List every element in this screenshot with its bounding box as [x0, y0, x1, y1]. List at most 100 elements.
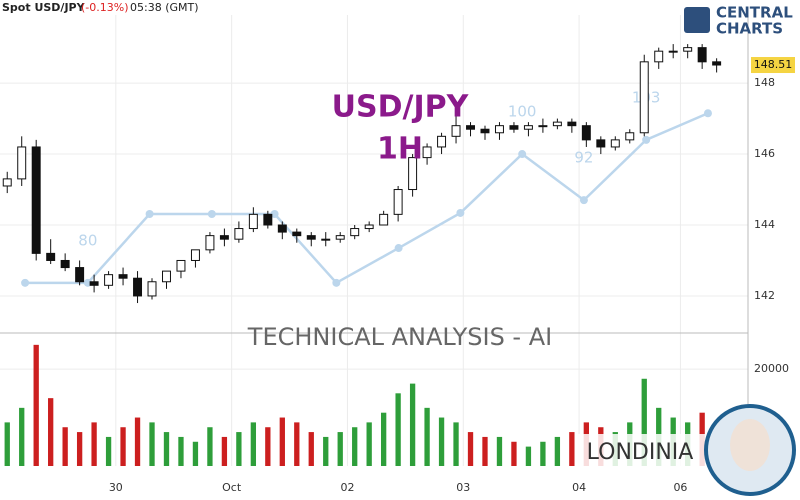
y-tick-label: 146	[754, 147, 775, 160]
watermark: USD/JPY	[332, 90, 470, 125]
candle-body	[712, 61, 722, 66]
last-price-box	[751, 57, 795, 74]
volume-bar	[265, 427, 271, 466]
partner-bg	[578, 434, 708, 470]
time: 05:38 (GMT)	[130, 1, 199, 14]
candle-body	[523, 125, 533, 130]
volume-bar	[149, 422, 155, 466]
candle-body	[379, 213, 389, 226]
candle-body	[480, 128, 490, 134]
volume-bar	[192, 441, 199, 466]
candle-body	[567, 121, 577, 127]
overlay-point	[518, 150, 527, 159]
candle-body	[176, 259, 186, 272]
volume-bar	[323, 436, 329, 466]
candle-body	[31, 146, 41, 254]
volume-bar	[250, 422, 257, 466]
change: (-0.13%)	[81, 1, 129, 14]
candle-body	[263, 213, 273, 226]
candle-body	[581, 125, 591, 141]
volume-bar	[641, 378, 647, 466]
last-price-label: 148.51	[754, 58, 793, 71]
partner-name: LONDINIA	[587, 440, 694, 465]
x-tick-label: 30	[109, 481, 123, 494]
candle-body	[697, 47, 707, 63]
candle-body	[2, 178, 12, 187]
volume-bar	[380, 412, 387, 466]
candle-body	[75, 267, 85, 283]
candle-body	[133, 277, 143, 297]
overlay-label: 80	[78, 231, 97, 249]
candle-body	[60, 259, 70, 269]
volume-bar	[525, 446, 532, 466]
candle-body	[46, 252, 56, 261]
banner: TECHNICAL ANALYSIS - AI	[247, 323, 552, 351]
candles	[2, 44, 722, 304]
volume-bar	[337, 432, 343, 466]
candle-body	[190, 249, 200, 261]
candle-body	[639, 61, 649, 134]
volume-bar	[221, 436, 228, 466]
partner-logo: LONDINIA	[578, 404, 796, 496]
volume-bar	[569, 432, 575, 466]
volume-bar	[467, 432, 474, 466]
volume-bar	[120, 427, 126, 466]
candle-body	[408, 157, 418, 191]
overlay-point	[394, 244, 403, 253]
candle-body	[17, 146, 27, 180]
candle-body	[437, 135, 447, 148]
volume-bar	[424, 407, 430, 466]
candle-body	[147, 281, 157, 297]
candle-body	[683, 47, 693, 52]
volume-bar	[482, 436, 488, 466]
overlay-point	[332, 278, 341, 287]
candle-body	[538, 125, 548, 128]
candle-body	[494, 125, 504, 134]
volume-tick-label: 20000	[754, 362, 789, 375]
candle-body	[364, 224, 374, 230]
candle-body	[466, 125, 475, 130]
volume-bar	[19, 407, 25, 466]
candle-body	[89, 281, 99, 286]
candle-body	[248, 213, 258, 230]
chart-title: Spot USD/JPY	[2, 1, 86, 14]
candle-body	[104, 274, 114, 286]
x-tick-label: 06	[673, 481, 687, 494]
overlay-point	[642, 135, 651, 144]
timeframe: 1H	[377, 132, 423, 167]
overlay-point	[579, 196, 588, 205]
candle-body	[321, 238, 331, 241]
candle-body	[509, 125, 519, 130]
volume-bar	[308, 432, 314, 466]
volume-bar	[395, 393, 401, 466]
overlay-point	[270, 210, 279, 219]
overlay-point	[145, 210, 154, 219]
volume-bar	[62, 427, 68, 466]
volume-bar	[279, 417, 285, 466]
overlay-point	[456, 208, 465, 217]
y-tick-label: 144	[754, 218, 775, 231]
x-tick-label: 03	[456, 481, 470, 494]
candle-body	[234, 228, 244, 240]
volume-bar	[48, 398, 54, 466]
volume-bar	[178, 436, 184, 466]
volume-bar	[163, 432, 170, 466]
candle-body	[654, 50, 664, 63]
volume-bar	[409, 383, 416, 466]
volume-bar	[554, 436, 561, 466]
avatar-face	[730, 419, 770, 471]
volume-bar	[33, 344, 39, 466]
volume-bar	[236, 432, 242, 466]
candle-body	[162, 270, 171, 283]
candle-body	[335, 235, 345, 240]
volume-bar	[366, 422, 372, 466]
candle-body	[393, 189, 403, 215]
volume-bar	[294, 422, 300, 466]
overlay-point	[703, 109, 712, 118]
overlay-point	[207, 210, 216, 219]
brand-logo: CENTRAL CHARTS	[684, 4, 793, 38]
overlay: 8010092103	[21, 88, 712, 287]
candle-body	[350, 228, 360, 237]
